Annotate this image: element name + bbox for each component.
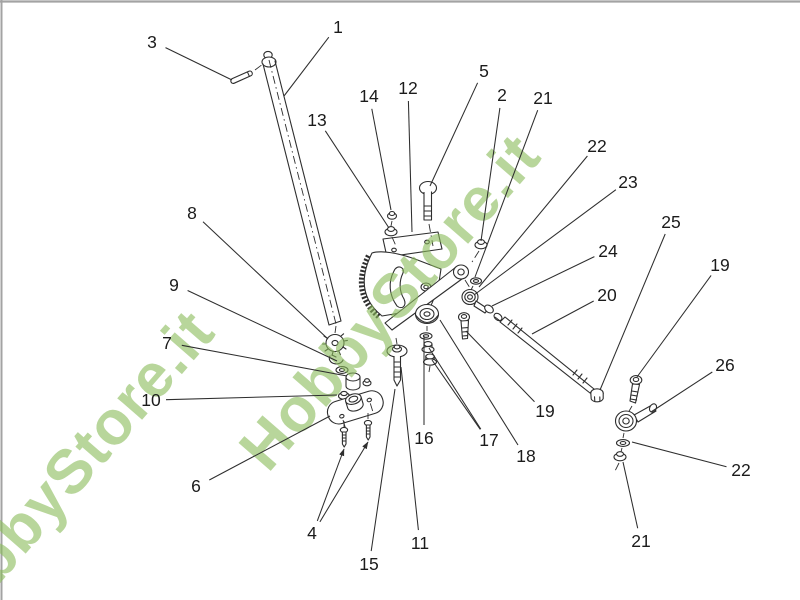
washer-22-bottom — [615, 439, 631, 453]
callout-label-1: 1 — [333, 17, 343, 37]
washer-head-screw — [386, 337, 408, 387]
flat-washer-16 — [419, 332, 433, 340]
rod-end-left — [461, 288, 489, 314]
leader-line-13 — [324, 130, 390, 229]
cap-nut-14 — [386, 210, 398, 227]
leader-line-23 — [473, 189, 617, 296]
callout-label-19: 19 — [710, 255, 729, 275]
leader-line-26 — [650, 371, 713, 413]
callout-label-25: 25 — [661, 212, 680, 232]
flange-bearing — [414, 303, 440, 331]
leader-line-4 — [319, 441, 369, 523]
leader-line-14 — [371, 108, 392, 211]
carriage-bolt — [418, 180, 438, 247]
leader-line-15 — [370, 388, 396, 552]
callout-label-13: 13 — [307, 110, 326, 130]
callout-label-6: 6 — [191, 476, 201, 496]
callout-label-20: 20 — [597, 285, 617, 305]
callout-label-18: 18 — [516, 446, 535, 466]
callout-label-16: 16 — [414, 428, 433, 448]
leader-line-10 — [165, 394, 338, 401]
callout-label-19: 19 — [535, 401, 554, 421]
leader-line-24 — [491, 256, 595, 307]
callout-label-5: 5 — [479, 61, 489, 81]
parts-artwork — [230, 50, 658, 472]
callout-label-22: 22 — [587, 136, 606, 156]
callout-label-17: 17 — [479, 430, 498, 450]
callout-label-21: 21 — [631, 531, 650, 551]
flange-nut-21-bottom — [613, 451, 627, 472]
steering-arm — [384, 264, 471, 331]
leader-line-17 — [431, 359, 481, 430]
callout-label-14: 14 — [359, 86, 379, 106]
callout-label-4: 4 — [307, 523, 317, 543]
callout-label-10: 10 — [141, 390, 161, 410]
leader-line-18 — [439, 319, 519, 446]
leader-line-19 — [465, 330, 535, 403]
leader-line-22 — [478, 155, 588, 288]
pin-axis — [254, 63, 264, 71]
leader-line-4 — [316, 448, 345, 522]
cap-nut-small — [362, 378, 372, 387]
callout-label-2: 2 — [497, 85, 507, 105]
callout-label-3: 3 — [147, 32, 157, 52]
tie-rod — [494, 316, 602, 400]
roll-pin — [230, 70, 253, 84]
callout-label-15: 15 — [359, 554, 378, 574]
leader-line-1 — [283, 36, 330, 97]
leader-line-5 — [429, 82, 479, 187]
leader-line-17 — [428, 347, 482, 430]
leader-line-2 — [480, 107, 501, 242]
leader-line-19 — [636, 275, 712, 378]
leader-line-25 — [599, 233, 666, 391]
callout-label-9: 9 — [169, 275, 179, 295]
leader-line-3 — [165, 47, 233, 81]
watermark-text-corner: HobbyStore.it — [0, 297, 228, 600]
bracket-plate — [382, 231, 443, 258]
steering-shaft — [261, 50, 342, 326]
shaft-bushing — [345, 372, 361, 391]
leader-line-8 — [202, 221, 329, 340]
callout-label-24: 24 — [598, 241, 618, 261]
leader-line-20 — [531, 300, 594, 335]
socket-bolt-left — [457, 312, 471, 340]
leader-line-11 — [400, 366, 419, 531]
socket-bolt-right — [627, 375, 643, 414]
leader-line-12 — [407, 100, 413, 233]
leader-line-9 — [187, 290, 338, 362]
leader-line-21 — [474, 110, 539, 278]
leader-line-21 — [622, 461, 639, 529]
mounting-screws — [339, 413, 373, 448]
rod-end-right — [614, 403, 658, 439]
leader-line-7 — [181, 344, 348, 377]
watermark-text: HobbyStore.it — [226, 121, 553, 483]
callout-label-21: 21 — [533, 88, 552, 108]
callout-label-12: 12 — [398, 78, 417, 98]
spring-clip — [328, 354, 349, 374]
hex-nut-25 — [590, 388, 604, 403]
watermark-layer: HobbyStore.it HobbyStore.it — [0, 121, 554, 600]
flange-nut-2 — [471, 239, 488, 263]
small-washer-21 — [469, 277, 483, 291]
callout-label-11: 11 — [411, 533, 429, 553]
callout-label-8: 8 — [187, 203, 197, 223]
leader-line-22 — [631, 441, 727, 468]
callout-label-22: 22 — [731, 460, 750, 480]
callout-label-26: 26 — [715, 355, 734, 375]
support-plate — [326, 390, 384, 430]
flange-nut-13 — [384, 226, 398, 247]
callout-label-7: 7 — [162, 333, 172, 353]
leader-line-6 — [209, 415, 331, 481]
callout-label-23: 23 — [618, 172, 637, 192]
jam-nuts — [484, 304, 503, 322]
